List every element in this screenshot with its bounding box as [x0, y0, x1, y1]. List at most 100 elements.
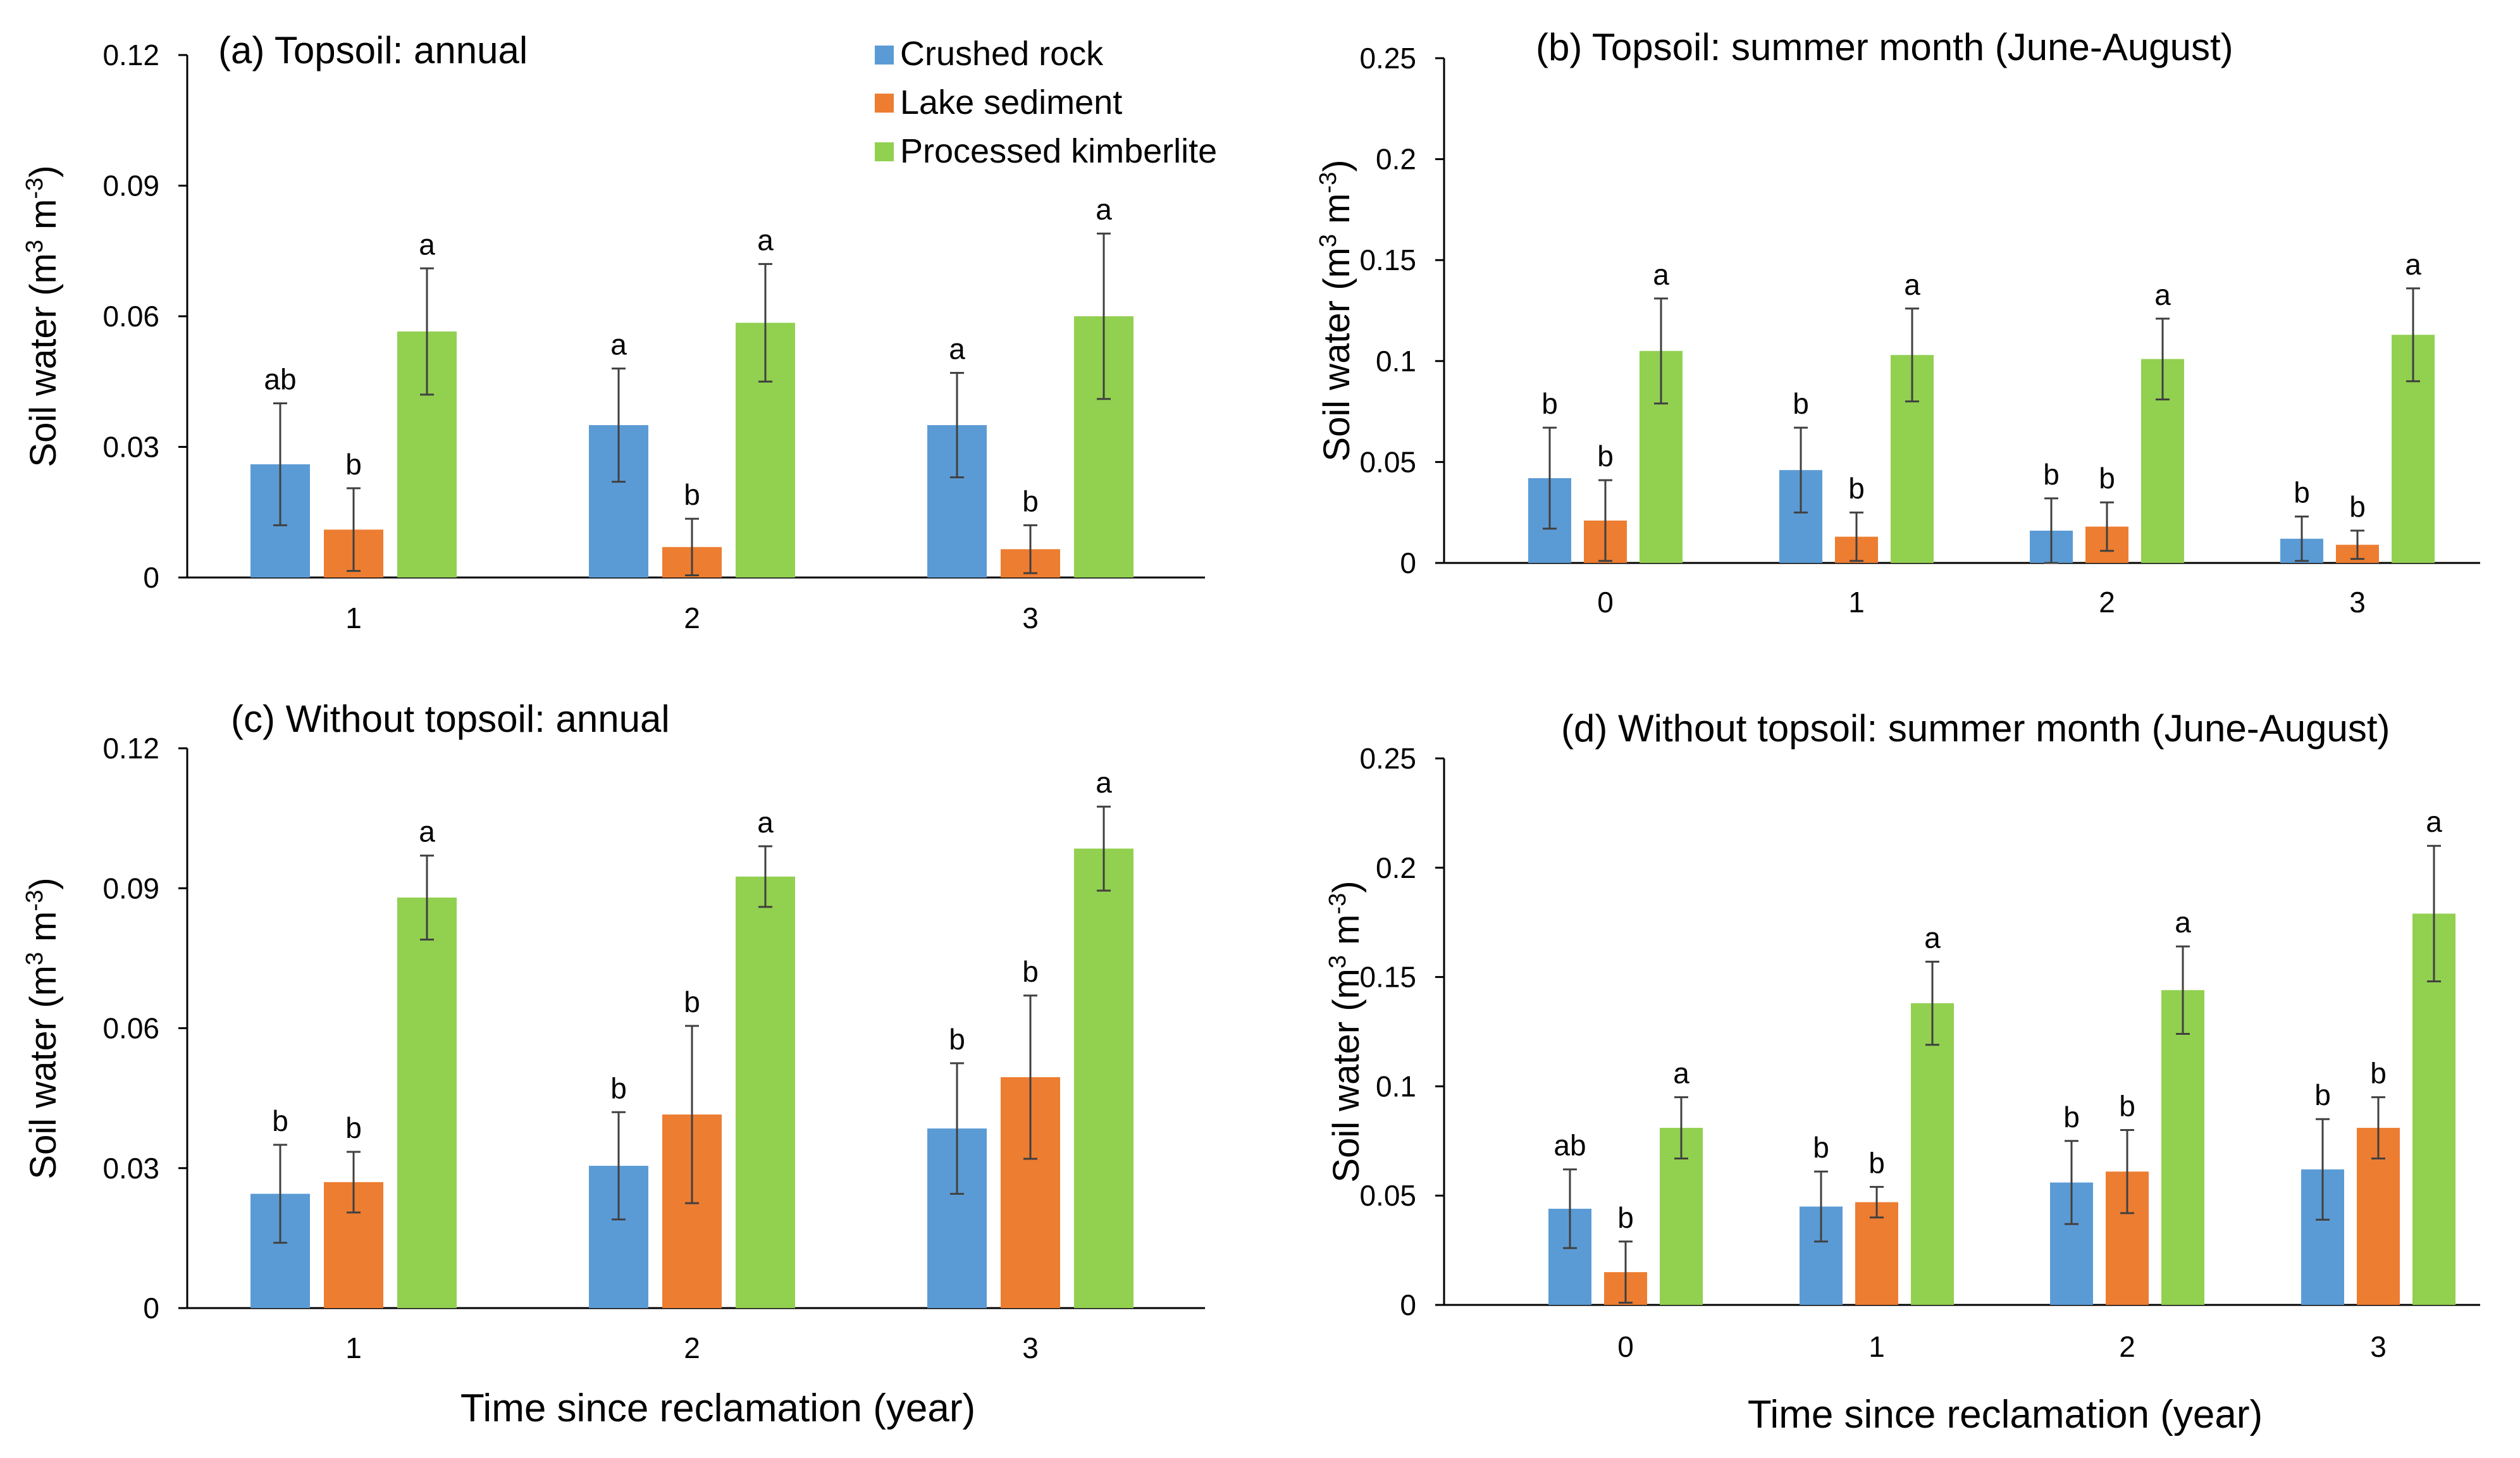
panel-d-title: (d) Without topsoil: summer month (June-…	[1561, 707, 2390, 750]
panel-b: (b) Topsoil: summer month (June-August) S…	[1315, 26, 2480, 619]
panel-b-significance-letter: b	[2099, 462, 2115, 495]
legend-swatch-lake-sediment	[875, 94, 894, 113]
panel-d-significance-letter: b	[2063, 1101, 2080, 1134]
panel-c-significance-letter: b	[684, 985, 700, 1018]
panel-a-y-tick-label: 0.09	[102, 170, 159, 202]
panel-a-significance-letter: a	[610, 328, 627, 361]
panel-c-y-tick-label: 0.03	[102, 1152, 159, 1185]
panel-a-significance-letter: a	[757, 223, 774, 256]
panel-d-significance-letter: b	[2314, 1078, 2331, 1111]
panel-c-y-tick-label: 0.06	[102, 1012, 159, 1045]
panel-d-bar-processed-kimberlite	[2161, 990, 2204, 1305]
panel-a-x-tick-label: 1	[345, 602, 362, 634]
panel-b-significance-letter: b	[1793, 387, 1809, 420]
panel-a-x-tick-label: 2	[684, 602, 700, 634]
panel-c-title: (c) Without topsoil: annual	[231, 698, 670, 740]
legend-swatch-crushed-rock	[875, 46, 894, 65]
panel-d-x-tick-label: 2	[2119, 1330, 2135, 1363]
panel-c-significance-letter: a	[419, 815, 435, 848]
panel-d-y-tick-label: 0.1	[1376, 1070, 1416, 1103]
legend-label-crushed-rock: Crushed rock	[900, 35, 1104, 73]
panel-a-x-tick-label: 3	[1022, 602, 1039, 634]
panel-a-significance-letter: a	[1096, 193, 1112, 226]
panel-a-significance-letter: b	[345, 448, 362, 481]
panel-b-significance-letter: b	[2294, 476, 2310, 509]
panel-b-y-tick-label: 0.1	[1376, 345, 1416, 378]
panel-d-significance-letter: b	[2370, 1057, 2387, 1090]
panel-a-y-tick-label: 0.06	[102, 300, 159, 333]
panel-a-title: (a) Topsoil: annual	[218, 29, 528, 71]
panel-d-significance-letter: b	[1813, 1131, 1829, 1164]
panel-c-significance-letter: a	[757, 806, 774, 839]
panel-d-bar-lake-sediment	[1855, 1202, 1898, 1305]
panel-a-y-axis-label: Soil water (m3 m-3)	[22, 165, 64, 467]
panel-b-significance-letter: b	[2043, 458, 2060, 491]
panel-b-x-tick-label: 0	[1597, 586, 1614, 619]
panel-d-y-tick-label: 0.15	[1359, 961, 1416, 994]
panel-c-significance-letter: b	[272, 1104, 288, 1137]
panel-d-y-tick-label: 0.2	[1376, 851, 1416, 884]
panel-d-y-tick-label: 0.25	[1359, 742, 1416, 775]
panel-c-x-tick-label: 3	[1022, 1331, 1039, 1364]
panel-a-significance-letter: a	[419, 228, 435, 261]
panel-d-significance-letter: ab	[1553, 1129, 1586, 1162]
panel-c-significance-letter: b	[949, 1023, 965, 1056]
panel-c-bar-processed-kimberlite	[397, 898, 457, 1308]
panel-b-y-axis-label: Soil water (m3 m-3)	[1315, 159, 1357, 461]
panel-b-significance-letter: b	[1541, 387, 1558, 420]
panel-b-significance-letter: b	[2349, 490, 2366, 523]
panel-c-x-tick-label: 1	[345, 1331, 362, 1364]
panel-d-significance-letter: b	[2119, 1090, 2135, 1123]
panel-b-y-tick-label: 0.25	[1359, 42, 1416, 75]
panel-c-y-axis-label: Soil water (m3 m-3)	[22, 877, 64, 1179]
panel-c: (c) Without topsoil: annual Soil water (m…	[22, 698, 1205, 1364]
panel-a-significance-letter: b	[1022, 485, 1039, 517]
x-axis-label-right: Time since reclamation (year)	[1748, 1393, 2263, 1436]
panel-d-bar-processed-kimberlite	[1911, 1003, 1954, 1305]
panel-b-significance-letter: a	[1904, 268, 1920, 301]
panel-d-x-tick-label: 1	[1868, 1330, 1885, 1363]
panel-d-y-axis-label: Soil water (m3 m-3)	[1325, 880, 1367, 1182]
panel-c-significance-letter: b	[610, 1072, 627, 1104]
panel-b-significance-letter: a	[1653, 258, 1669, 291]
panel-b-y-tick-label: 0.15	[1359, 244, 1416, 276]
panel-d-y-tick-label: 0.05	[1359, 1179, 1416, 1212]
panel-c-significance-letter: b	[345, 1111, 362, 1144]
panel-b-significance-letter: b	[1848, 472, 1865, 505]
panel-d-significance-letter: a	[1924, 921, 1941, 954]
panel-d-significance-letter: a	[2426, 805, 2442, 838]
panel-c-y-tick-label: 0.09	[102, 872, 159, 905]
panel-d-y-tick-label: 0	[1400, 1288, 1416, 1321]
panel-a-significance-letter: ab	[264, 363, 296, 396]
panel-c-x-tick-label: 2	[684, 1331, 700, 1364]
panel-b-significance-letter: b	[1597, 440, 1614, 473]
panel-d-x-tick-label: 0	[1617, 1330, 1634, 1363]
panel-c-significance-letter: a	[1096, 766, 1112, 799]
panel-d-x-tick-label: 3	[2370, 1330, 2387, 1363]
panel-b-y-tick-label: 0.05	[1359, 445, 1416, 478]
panel-a-y-tick-label: 0.12	[102, 39, 159, 71]
panel-b-x-tick-label: 3	[2349, 586, 2366, 619]
panel-c-bar-processed-kimberlite	[1074, 848, 1133, 1308]
panel-b-y-tick-label: 0.2	[1376, 143, 1416, 176]
legend-swatch-processed-kimberlite	[875, 142, 894, 161]
legend-label-processed-kimberlite: Processed kimberlite	[900, 132, 1217, 170]
panel-b-title: (b) Topsoil: summer month (June-August)	[1536, 26, 2233, 68]
panel-d-significance-letter: a	[1673, 1057, 1689, 1090]
panel-a: (a) Topsoil: annual Soil water (m3 m-3) 0 0…	[22, 29, 1205, 634]
x-axis-label-left: Time since reclamation (year)	[460, 1387, 975, 1430]
panel-a-significance-letter: b	[684, 478, 700, 511]
panel-b-x-tick-label: 2	[2099, 586, 2115, 619]
panel-b-significance-letter: a	[2154, 278, 2171, 311]
panel-b-y-tick-label: 0	[1400, 547, 1416, 579]
panel-c-bar-processed-kimberlite	[736, 876, 795, 1308]
panel-c-y-tick-label: 0	[143, 1292, 159, 1325]
panel-a-y-tick-label: 0.03	[102, 431, 159, 464]
panel-a-y-tick-label: 0	[143, 561, 159, 594]
panel-d-significance-letter: a	[2175, 906, 2191, 939]
panel-b-significance-letter: a	[2405, 248, 2421, 281]
panel-c-y-tick-label: 0.12	[102, 732, 159, 765]
panel-d: (d) Without topsoil: summer month (June-…	[1325, 707, 2480, 1363]
